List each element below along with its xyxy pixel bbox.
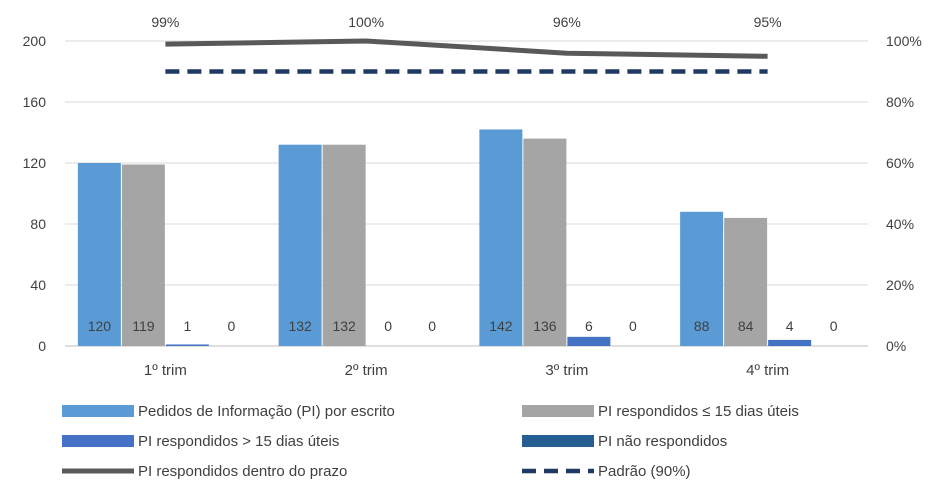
- category-label: 4º trim: [746, 362, 789, 379]
- legend-label: PI não respondidos: [598, 433, 727, 450]
- bar-value-label: 0: [384, 318, 392, 334]
- legend-label: PI respondidos ≤ 15 dias úteis: [598, 403, 799, 420]
- bar-value-label: 0: [227, 318, 235, 334]
- line-value-label: 100%: [348, 14, 384, 30]
- x-axis-categories: 1º trim 2º trim 3º trim 4º trim: [144, 362, 789, 379]
- bar: [479, 129, 523, 346]
- bar: [278, 144, 322, 346]
- y2-tick-label: 80%: [886, 94, 914, 110]
- y2-tick-label: 40%: [886, 216, 914, 232]
- category-label: 2º trim: [345, 362, 388, 379]
- legend-item: Pedidos de Informação (PI) por escrito: [62, 403, 395, 420]
- y-axis-right-ticks: 0% 20% 40% 60% 80% 100%: [886, 33, 922, 354]
- bar: [680, 211, 724, 346]
- legend: Pedidos de Informação (PI) por escrito PI…: [62, 403, 799, 480]
- line-value-label: 95%: [754, 14, 782, 30]
- legend-item: PI respondidos > 15 dias úteis: [62, 433, 339, 450]
- legend-swatch: [62, 435, 134, 447]
- bars: [77, 129, 812, 346]
- bar: [121, 164, 165, 346]
- legend-item: PI não respondidos: [522, 433, 727, 450]
- y2-tick-label: 60%: [886, 155, 914, 171]
- bar-value-label: 136: [533, 318, 557, 334]
- legend-label: Pedidos de Informação (PI) por escrito: [138, 403, 395, 420]
- y2-tick-label: 100%: [886, 33, 922, 49]
- y-axis-left-ticks: 0 40 80 120 160 200: [23, 33, 47, 354]
- legend-item: PI respondidos ≤ 15 dias úteis: [522, 403, 799, 420]
- bar: [77, 163, 121, 346]
- legend-swatch: [522, 405, 594, 417]
- y-tick-label: 200: [23, 33, 47, 49]
- bar-value-label: 132: [332, 318, 356, 334]
- legend-swatch: [522, 435, 594, 447]
- category-label: 1º trim: [144, 362, 187, 379]
- bar-value-label: 0: [428, 318, 436, 334]
- legend-swatch: [62, 405, 134, 417]
- bar: [165, 344, 209, 346]
- legend-label: PI respondidos > 15 dias úteis: [138, 433, 339, 450]
- bar-value-label: 142: [489, 318, 513, 334]
- bar-value-label: 119: [132, 318, 155, 334]
- y-tick-label: 80: [30, 216, 46, 232]
- bar-value-label: 88: [694, 318, 710, 334]
- bar-value-label: 120: [88, 318, 112, 334]
- y-tick-label: 0: [38, 338, 46, 354]
- bar-value-label: 84: [738, 318, 754, 334]
- lines: [165, 38, 768, 74]
- y-tick-label: 160: [23, 94, 47, 110]
- legend-label: PI respondidos dentro do prazo: [138, 463, 347, 480]
- y2-tick-label: 20%: [886, 277, 914, 293]
- bar: [567, 336, 611, 346]
- bar: [724, 217, 768, 346]
- legend-item: Padrão (90%): [522, 463, 691, 480]
- legend-label: Padrão (90%): [598, 463, 691, 480]
- line-value-label: 99%: [151, 14, 179, 30]
- bar-value-label: 6: [585, 318, 593, 334]
- data-labels: 120 119 1 0 132 132 0 0 142 136 6 0 88 84 4 0 99% 100% 96%…: [88, 14, 838, 334]
- bar-value-label: 0: [830, 318, 838, 334]
- bar-value-label: 0: [629, 318, 637, 334]
- category-label: 3º trim: [545, 362, 588, 379]
- line-value-label: 96%: [553, 14, 581, 30]
- y-tick-label: 40: [30, 277, 46, 293]
- y-tick-label: 120: [23, 155, 47, 171]
- bar: [523, 138, 567, 346]
- legend-item: PI respondidos dentro do prazo: [62, 463, 347, 480]
- bar-value-label: 132: [288, 318, 312, 334]
- bar: [768, 339, 812, 346]
- series-line: [165, 38, 768, 59]
- bar-value-label: 1: [183, 318, 191, 334]
- y2-tick-label: 0%: [886, 338, 906, 354]
- bar-value-label: 4: [786, 318, 794, 334]
- bar: [322, 144, 366, 346]
